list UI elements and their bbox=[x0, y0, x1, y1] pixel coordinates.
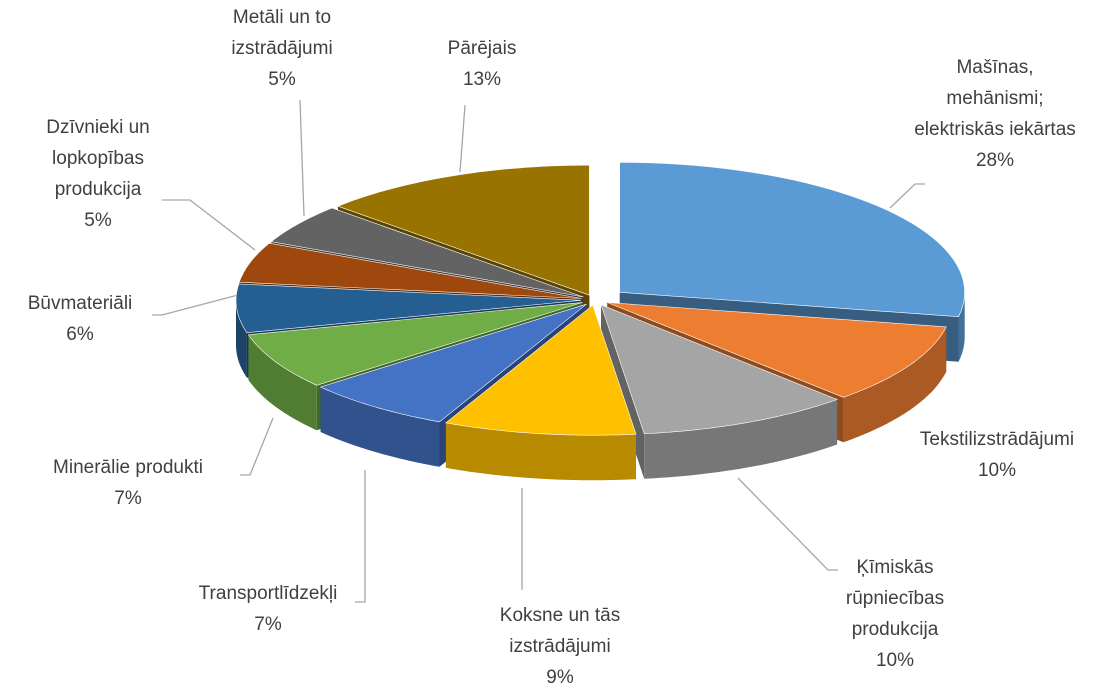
category-label: Pārējais bbox=[447, 38, 517, 59]
category-label: Tekstilizstrādājumi bbox=[919, 429, 1075, 450]
leader-line bbox=[240, 417, 274, 476]
value-label: 28% bbox=[975, 150, 1015, 171]
data-label: Transportlīdzekļi 7% bbox=[199, 578, 338, 640]
data-label: Dzīvnieki un lopkopības produkcija 5% bbox=[46, 112, 150, 236]
slice bbox=[600, 304, 838, 435]
data-label: Pārējais 13% bbox=[448, 33, 517, 95]
leader-line bbox=[355, 470, 366, 603]
slice bbox=[445, 304, 637, 436]
leader-line bbox=[459, 104, 466, 173]
slice-side bbox=[248, 334, 317, 431]
slice-side bbox=[236, 300, 247, 378]
slice-side bbox=[958, 292, 965, 362]
leader-line bbox=[889, 183, 925, 209]
data-label: Minerālie produkti 7% bbox=[53, 452, 203, 514]
slice bbox=[235, 283, 582, 334]
value-label: 6% bbox=[66, 324, 94, 345]
data-label: Ķīmiskās rūpniecības produkcija 10% bbox=[846, 552, 944, 676]
slice bbox=[238, 242, 582, 299]
category-label: Ķīmiskās rūpniecības produkcija bbox=[845, 557, 945, 640]
slice-side bbox=[445, 422, 636, 481]
category-label: Metāli un to izstrādājumi bbox=[231, 7, 333, 59]
value-label: 5% bbox=[268, 69, 296, 90]
value-label: 5% bbox=[84, 210, 112, 231]
category-label: Transportlīdzekļi bbox=[198, 583, 338, 604]
leader-line bbox=[152, 294, 239, 316]
value-label: 7% bbox=[114, 488, 142, 509]
category-label: Minerālie produkti bbox=[53, 457, 203, 478]
pie bbox=[235, 161, 965, 481]
slice-side bbox=[644, 399, 838, 479]
value-label: 10% bbox=[977, 460, 1017, 481]
leader-line bbox=[162, 199, 256, 251]
data-label: Tekstilizstrādājumi 10% bbox=[920, 424, 1074, 486]
leader-lines bbox=[152, 99, 925, 603]
slice bbox=[337, 164, 590, 296]
value-label: 7% bbox=[254, 614, 282, 635]
data-label: Mašīnas, mehānismi; elektriskās iekārtas… bbox=[914, 52, 1076, 176]
leader-line bbox=[737, 477, 838, 571]
value-label: 9% bbox=[546, 667, 574, 688]
data-label: Būvmateriāli 6% bbox=[28, 288, 133, 350]
slice-side bbox=[320, 387, 440, 467]
category-label: Būvmateriāli bbox=[27, 293, 133, 314]
value-label: 13% bbox=[462, 69, 502, 90]
value-label: 10% bbox=[875, 650, 915, 671]
data-label: Koksne un tās izstrādājumi 9% bbox=[500, 600, 620, 690]
slice bbox=[270, 207, 584, 298]
leader-line bbox=[299, 99, 305, 217]
data-label: Metāli un to izstrādājumi 5% bbox=[231, 2, 332, 95]
slice bbox=[619, 161, 965, 318]
category-label: Koksne un tās izstrādājumi bbox=[499, 605, 621, 657]
category-label: Mašīnas, mehānismi; elektriskās iekārtas bbox=[914, 57, 1076, 140]
slice-side bbox=[843, 326, 947, 443]
category-label: Dzīvnieki un lopkopības produkcija bbox=[46, 117, 150, 200]
slice bbox=[247, 302, 583, 386]
slice bbox=[607, 302, 947, 398]
slice bbox=[319, 303, 587, 423]
